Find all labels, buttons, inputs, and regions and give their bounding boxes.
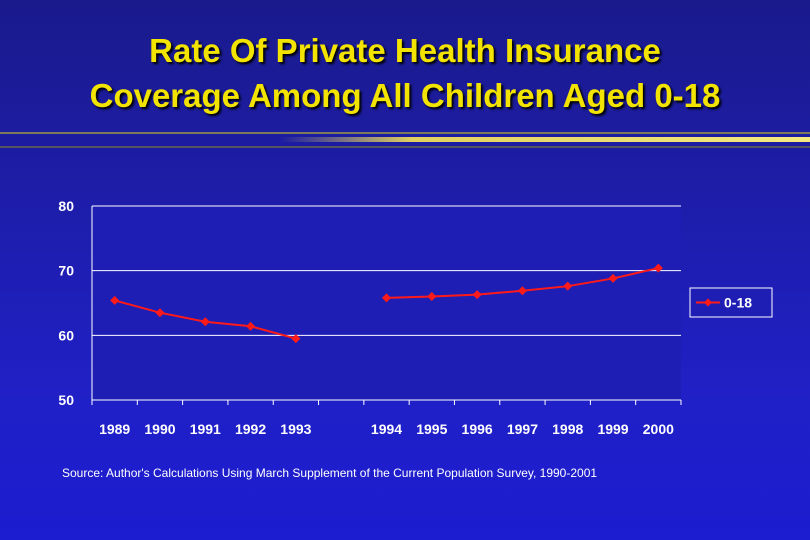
data-point-1989 [110, 295, 120, 305]
title-divider-top [0, 132, 810, 134]
data-point-1998 [563, 281, 573, 291]
data-point-1990 [155, 308, 165, 318]
y-tick-label: 70 [58, 263, 74, 279]
title-line-2: Coverage Among All Children Aged 0-18 [89, 77, 721, 114]
x-tick-label: 1993 [280, 421, 311, 437]
legend-marker [704, 298, 712, 307]
data-point-1995 [427, 292, 437, 302]
x-tick-label: 1997 [507, 421, 538, 437]
x-tick-label: 1995 [416, 421, 447, 437]
source-note: Source: Author's Calculations Using Marc… [62, 466, 598, 480]
data-point-1994 [382, 293, 391, 303]
title-divider-bottom [0, 146, 810, 148]
x-tick-label: 1989 [99, 421, 130, 437]
plot-area [92, 206, 681, 400]
x-tick-label: 1996 [462, 421, 493, 437]
x-tick-label: 2000 [643, 421, 674, 437]
y-tick-label: 50 [58, 392, 74, 408]
x-tick-label: 1999 [597, 421, 628, 437]
legend-label: 0-18 [724, 295, 752, 311]
data-point-1992 [246, 321, 256, 331]
y-tick-label: 80 [58, 198, 74, 214]
y-tick-label: 60 [58, 327, 74, 343]
title-line-1: Rate Of Private Health Insurance [149, 32, 661, 69]
data-point-2000 [653, 263, 663, 273]
x-tick-label: 1998 [552, 421, 583, 437]
data-point-1999 [608, 273, 618, 283]
data-point-1993 [291, 334, 301, 344]
data-point-1996 [472, 290, 482, 300]
x-tick-label: 1990 [144, 421, 175, 437]
title-divider-accent [280, 137, 810, 142]
data-point-1997 [517, 286, 527, 296]
x-tick-label: 1992 [235, 421, 266, 437]
data-point-1991 [200, 317, 210, 327]
x-tick-label: 1994 [371, 421, 402, 437]
slide-title: Rate Of Private Health Insurance Coverag… [0, 28, 810, 118]
x-tick-label: 1991 [190, 421, 221, 437]
